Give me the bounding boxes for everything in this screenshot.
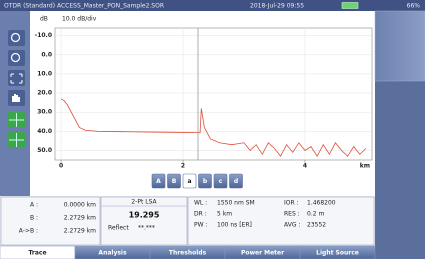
param-value: 1.468200 xyxy=(307,200,336,207)
y-tick-label: 10.0 xyxy=(37,70,52,77)
tab-label: Power Meter xyxy=(241,250,284,257)
param-value: 0.2 m xyxy=(307,211,324,218)
param-value: 23552 xyxy=(307,222,326,229)
y-tick-label: -10.0 xyxy=(35,32,52,39)
reflect-value: **.*** xyxy=(138,225,155,232)
cursor-value: 0.0000 km xyxy=(64,202,96,209)
cursor-label: B : xyxy=(30,215,38,222)
params-box xyxy=(188,197,374,245)
param-label: AVG : xyxy=(284,222,300,229)
x-tick-label: 0 xyxy=(59,163,63,170)
y-axis-label: dB xyxy=(40,16,48,23)
param-value: 5 km xyxy=(217,211,232,218)
side-blank xyxy=(375,11,425,81)
cursor-label: A : xyxy=(30,202,38,209)
tab-label: Analysis xyxy=(98,250,127,257)
param-label: WL : xyxy=(194,200,207,207)
y-tick-label: 50.0 xyxy=(37,147,52,154)
cursor-label: A->B : xyxy=(19,228,38,235)
param-label: RES : xyxy=(284,211,300,218)
cursor-button-label: B xyxy=(172,178,177,185)
otdr-screen: IOR / BSC1.468200-81.00Loss Mode2-Pt LSA… xyxy=(0,0,425,259)
y-tick-label: 20.0 xyxy=(37,90,52,97)
y-tick-label: 40.0 xyxy=(37,128,52,135)
battery-level: 66% xyxy=(407,3,421,10)
lsa-value: 19.295 xyxy=(129,211,160,220)
tab-label: Thresholds xyxy=(169,250,207,257)
cursor-button-label: c xyxy=(219,178,223,185)
file-title: OTDR (Standard) ACCESS_Master_PON_Sample… xyxy=(4,3,164,10)
cursor-button-label: a xyxy=(187,178,191,185)
x-axis-label: km xyxy=(360,163,370,170)
param-label: PW : xyxy=(194,222,207,229)
tab-bar: Trace Analysis Thresholds Power Meter Light … xyxy=(0,246,375,259)
tab-label: Light Source xyxy=(316,250,359,257)
y-tick-label: 0.0 xyxy=(41,51,52,58)
cursor-value: 2.2729 km xyxy=(64,228,96,235)
x-tick-label: 2 xyxy=(181,163,185,170)
lsa-title: 2-Pt LSA xyxy=(131,199,157,206)
zoom-in-button[interactable] xyxy=(8,30,25,46)
chart-subtitle: 10.0 dB/div xyxy=(62,16,97,23)
info-panel: 2-Pt LSA 19.295 Reflect **.*** A : 0.0000… xyxy=(0,196,375,246)
param-label: IOR : xyxy=(284,200,299,207)
tab-label: Trace xyxy=(28,250,46,257)
reflect-label: Reflect xyxy=(108,225,129,232)
param-value: 100 ns [ER] xyxy=(217,222,252,229)
datetime: 2018-Jul-29 09:55 xyxy=(250,3,304,10)
cursor-button-label: b xyxy=(203,178,208,185)
y-tick-label: 30.0 xyxy=(37,109,52,116)
param-label: DR : xyxy=(194,211,207,218)
fit-button[interactable] xyxy=(8,70,25,86)
x-tick-label: 4 xyxy=(303,163,307,170)
param-value: 1550 nm SM xyxy=(217,200,255,207)
cursor-button-label: d xyxy=(234,178,238,185)
battery-icon xyxy=(342,3,358,9)
cursor-button-label: A xyxy=(156,178,161,185)
cursor-value: 2.2729 km xyxy=(64,215,96,222)
zoom-out-button[interactable] xyxy=(8,50,25,66)
side-menu xyxy=(375,11,425,81)
chart-area xyxy=(30,11,375,196)
